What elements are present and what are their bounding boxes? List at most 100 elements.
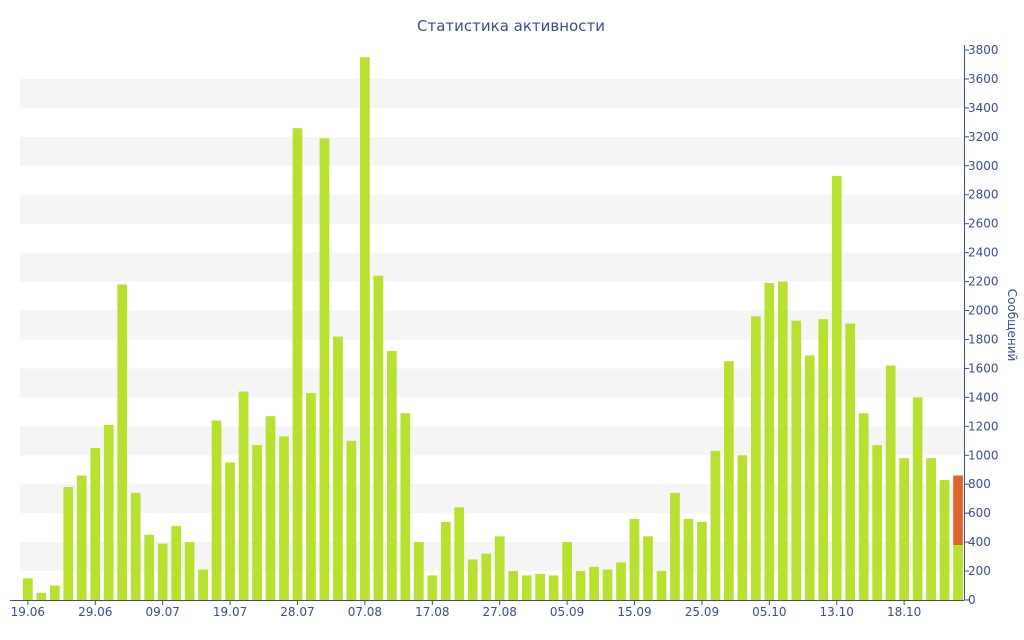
x-tick-label: 05.09 <box>550 605 584 619</box>
bar <box>76 475 87 600</box>
bar <box>346 440 357 600</box>
bar <box>750 316 761 600</box>
bar <box>494 536 505 600</box>
bar <box>804 355 815 600</box>
bar <box>117 284 128 600</box>
bar-series <box>23 57 963 601</box>
y-tick-label: 1200 <box>968 419 999 433</box>
bar <box>508 571 519 600</box>
bar <box>49 585 60 600</box>
x-tick-label: 15.09 <box>617 605 651 619</box>
bar <box>643 536 653 600</box>
bar <box>602 569 613 600</box>
bar <box>23 578 33 600</box>
bar <box>440 521 451 600</box>
bar <box>319 138 330 600</box>
x-tick-label: 28.07 <box>280 605 314 619</box>
bar <box>306 393 316 600</box>
bar <box>144 534 155 600</box>
bar <box>589 566 599 600</box>
x-tick-label: 19.06 <box>11 605 45 619</box>
bar <box>777 281 788 600</box>
bar <box>279 436 289 600</box>
bar <box>629 518 640 600</box>
x-tick-label: 17.08 <box>415 605 449 619</box>
bar <box>535 573 545 600</box>
bar <box>198 569 208 600</box>
bar <box>211 420 222 600</box>
bar <box>157 543 168 600</box>
grid-band <box>20 136 964 166</box>
y-tick-label: 3800 <box>968 43 999 57</box>
bar <box>413 542 424 600</box>
bar <box>521 575 532 600</box>
y-tick-label: 3600 <box>968 72 999 86</box>
x-tick-label: 13.10 <box>820 605 854 619</box>
y-tick-label: 1000 <box>968 448 999 462</box>
bar <box>831 175 842 600</box>
bar <box>912 397 923 600</box>
bar <box>184 542 195 600</box>
grid-band <box>20 252 964 282</box>
y-tick-label: 0 <box>968 593 976 607</box>
y-tick-label: 2800 <box>968 188 999 202</box>
y-tick-label: 400 <box>968 535 991 549</box>
bar <box>724 361 734 600</box>
bar <box>858 413 869 600</box>
bar <box>386 351 397 600</box>
bar <box>845 323 856 600</box>
bar <box>130 492 141 600</box>
bar <box>400 413 411 600</box>
bar <box>333 336 343 600</box>
bar <box>467 559 478 600</box>
bar <box>360 57 370 601</box>
x-tick-label: 05.10 <box>752 605 786 619</box>
bar <box>481 553 492 600</box>
chart-title: Статистика активности <box>417 17 605 35</box>
bar <box>872 445 883 600</box>
y-tick-label: 2400 <box>968 246 999 260</box>
bar <box>103 424 114 600</box>
axes <box>10 45 965 601</box>
bar <box>926 458 936 600</box>
y-tick-label: 3400 <box>968 101 999 115</box>
x-tick-label: 19.07 <box>213 605 247 619</box>
bar <box>225 462 235 600</box>
bar <box>791 320 802 600</box>
bar <box>427 575 438 600</box>
bar <box>710 450 721 600</box>
bar <box>265 416 276 600</box>
y-tick-label: 1400 <box>968 390 999 404</box>
x-tick-label: 07.08 <box>348 605 382 619</box>
bar <box>953 545 963 600</box>
bar-highlight <box>953 475 963 545</box>
bar <box>90 448 101 600</box>
bar <box>63 487 74 600</box>
bar <box>737 455 748 600</box>
x-tick-label: 18.10 <box>887 605 921 619</box>
grid-band <box>20 194 964 224</box>
bar <box>454 507 465 600</box>
bar <box>373 275 384 600</box>
bar <box>292 128 303 600</box>
bar <box>939 479 950 600</box>
y-tick-label: 2600 <box>968 217 999 231</box>
bar <box>899 458 909 600</box>
bar <box>697 521 707 600</box>
y-tick-label: 600 <box>968 506 991 520</box>
bar <box>818 319 829 600</box>
y-tick-label: 1600 <box>968 361 999 375</box>
y-axis-ticks: 0 200 400 600 800 1000 1200 1400 1600 1800 2000 220… <box>964 43 999 607</box>
bar <box>548 575 559 600</box>
x-tick-label: 27.08 <box>483 605 517 619</box>
bar <box>656 571 667 600</box>
grid-band <box>20 78 964 108</box>
y-tick-label: 800 <box>968 477 991 491</box>
bar <box>616 562 626 600</box>
y-tick-label: 3000 <box>968 159 999 173</box>
x-tick-label: 29.06 <box>78 605 112 619</box>
bar <box>764 283 775 600</box>
bar <box>171 526 182 600</box>
y-tick-label: 1800 <box>968 332 999 346</box>
